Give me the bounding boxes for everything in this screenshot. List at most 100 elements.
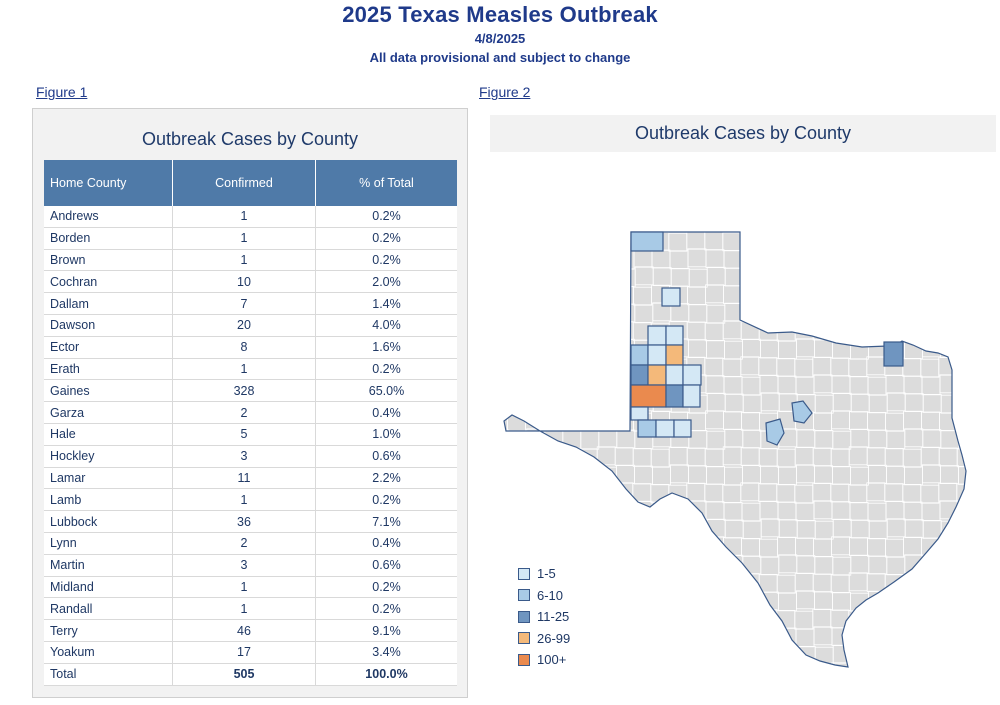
table-row: Lubbock 36 7.1%	[44, 510, 457, 533]
county-cell: Yoakum	[44, 641, 173, 664]
table-row: Midland 1 0.2%	[44, 576, 457, 599]
cases-table: Home County Confirmed % of Total Andrews…	[44, 160, 457, 686]
table-row: Borden 1 0.2%	[44, 227, 457, 250]
percent-cell: 0.4%	[315, 401, 457, 424]
confirmed-cell: 20	[172, 314, 316, 337]
county-cell: Midland	[44, 576, 173, 599]
county-cell: Ector	[44, 336, 173, 359]
erath-county	[791, 400, 813, 424]
county-cell: Gaines	[44, 379, 173, 403]
percent-cell: 4.0%	[315, 314, 457, 337]
confirmed-cell: 8	[172, 336, 316, 359]
legend-item: 11-25	[518, 606, 570, 628]
figure-1-link[interactable]: Figure 1	[36, 84, 88, 100]
county-cell: Hockley	[44, 445, 173, 468]
confirmed-cell: 7	[172, 292, 316, 315]
percent-cell: 65.0%	[315, 379, 457, 403]
highlighted-county	[647, 325, 667, 346]
county-cell: Brown	[44, 249, 173, 272]
highlighted-county	[682, 384, 701, 408]
highlighted-county	[630, 406, 649, 421]
county-shape	[957, 465, 966, 485]
confirmed-cell: 1	[172, 358, 316, 381]
highlighted-county	[630, 384, 667, 408]
highlighted-county	[682, 364, 702, 386]
county-cell: Dawson	[44, 314, 173, 337]
confirmed-cell: 1	[172, 249, 316, 272]
county-cell: Andrews	[44, 206, 173, 228]
confirmed-cell: 17	[172, 641, 316, 664]
highlighted-county	[665, 344, 684, 366]
percent-cell: 3.4%	[315, 641, 457, 664]
report-date: 4/8/2025	[474, 31, 526, 46]
highlighted-county	[883, 341, 904, 367]
disclaimer-text: All data provisional and subject to chan…	[369, 50, 631, 65]
county-cell: Dallam	[44, 292, 173, 315]
confirmed-cell: 1	[172, 206, 316, 228]
percent-cell: 0.4%	[315, 532, 457, 555]
county-cell: Lubbock	[44, 510, 173, 533]
table-row: Brown 1 0.2%	[44, 249, 457, 272]
county-cell: Hale	[44, 423, 173, 446]
percent-cell: 0.6%	[315, 445, 457, 468]
county-cell: Erath	[44, 358, 173, 381]
legend-item: 26-99	[518, 628, 570, 650]
confirmed-cell: 1	[172, 227, 316, 250]
county-cell: Garza	[44, 401, 173, 424]
county-cell: Martin	[44, 554, 173, 577]
county-shape	[831, 662, 851, 667]
legend-swatch	[518, 610, 530, 623]
county-cell: Total	[44, 663, 173, 686]
table-row: Gaines 328 65.0%	[44, 379, 457, 403]
table-row: Lamb 1 0.2%	[44, 488, 457, 512]
confirmed-cell: 11	[172, 467, 316, 490]
table-row: Hockley 3 0.6%	[44, 445, 457, 468]
map-legend: 1-5 6-10 11-25 26-99 100+	[518, 563, 570, 671]
table-total-row: Total 505 100.0%	[44, 663, 457, 686]
percent-cell: 9.1%	[315, 619, 457, 642]
county-cell: Lynn	[44, 532, 173, 555]
highlighted-county	[665, 364, 684, 386]
table-header-row: Home County Confirmed % of Total	[44, 160, 457, 206]
table-row: Lamar 11 2.2%	[44, 467, 457, 490]
confirmed-cell: 2	[172, 532, 316, 555]
county-shape	[956, 448, 966, 468]
percent-cell: 0.2%	[315, 576, 457, 599]
percent-cell: 2.0%	[315, 270, 457, 294]
table-row: Erath 1 0.2%	[44, 358, 457, 381]
table-row: Hale 5 1.0%	[44, 423, 457, 446]
highlighted-county	[665, 384, 684, 408]
percent-cell: 1.4%	[315, 292, 457, 315]
column-header-county: Home County	[44, 160, 173, 206]
county-cell: Borden	[44, 227, 173, 250]
legend-label: 100+	[537, 652, 567, 668]
cases-table-body: Andrews 1 0.2% Borden 1 0.2% Brown 1 0.2% Cochran…	[44, 206, 457, 686]
texas-county-map	[490, 155, 996, 675]
confirmed-cell: 36	[172, 510, 316, 533]
confirmed-cell: 3	[172, 445, 316, 468]
figure-2-link[interactable]: Figure 2	[479, 84, 531, 100]
percent-cell: 0.6%	[315, 554, 457, 577]
table-row: Randall 1 0.2%	[44, 597, 457, 621]
percent-cell: 0.2%	[315, 227, 457, 250]
percent-cell: 0.2%	[315, 206, 457, 228]
confirmed-cell: 328	[172, 379, 316, 403]
confirmed-cell: 5	[172, 423, 316, 446]
percent-cell: 1.6%	[315, 336, 457, 359]
county-cell: Lamb	[44, 488, 173, 512]
highlighted-county	[630, 231, 664, 252]
brown-county	[765, 418, 785, 446]
highlighted-county	[665, 325, 684, 346]
county-cell: Randall	[44, 597, 173, 621]
legend-label: 26-99	[537, 630, 571, 646]
highlighted-county	[673, 419, 692, 438]
figure-1-panel: Outbreak Cases by County Home County Con…	[32, 108, 468, 698]
legend-swatch	[518, 567, 530, 580]
legend-item: 1-5	[518, 563, 570, 585]
table-row: Yoakum 17 3.4%	[44, 641, 457, 664]
table-row: Martin 3 0.6%	[44, 554, 457, 577]
highlighted-county	[647, 344, 667, 366]
county-cell: Terry	[44, 619, 173, 642]
percent-cell: 100.0%	[315, 663, 457, 686]
legend-item: 100+	[518, 649, 570, 671]
